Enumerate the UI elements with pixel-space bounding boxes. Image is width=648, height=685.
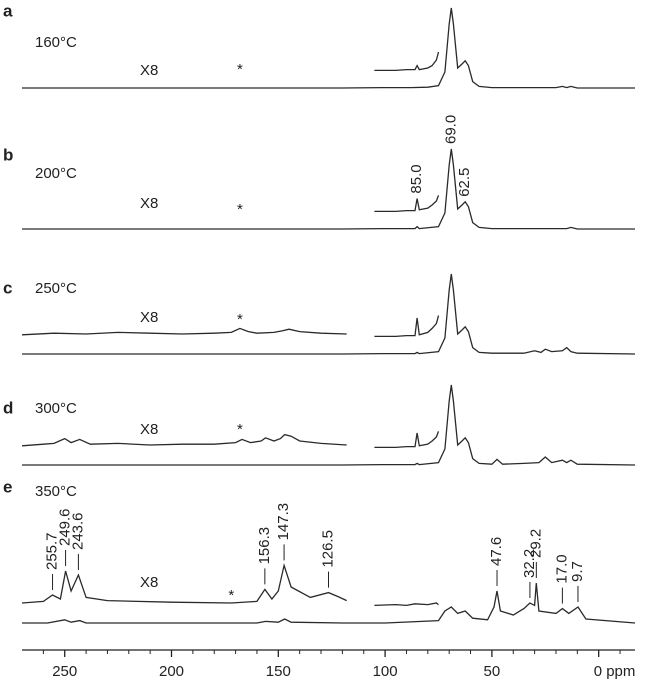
spectrum bbox=[374, 602, 439, 607]
spectrum bbox=[374, 431, 440, 449]
peak-label: 249.6 bbox=[57, 508, 74, 546]
temperature: 350°C bbox=[35, 483, 77, 500]
x-tick-label: 0 ppm bbox=[594, 663, 636, 680]
peak-label: 32.2 bbox=[521, 549, 538, 578]
x-tick-label: 150 bbox=[266, 663, 291, 680]
spectrum bbox=[21, 562, 347, 604]
spectrum bbox=[22, 148, 635, 230]
annotation: * bbox=[237, 61, 243, 78]
peak-label: 85.0 bbox=[408, 164, 425, 193]
x-tick-label: 200 bbox=[159, 663, 184, 680]
panel-letter: e bbox=[3, 477, 12, 496]
spectrum bbox=[21, 433, 347, 447]
spectrum bbox=[22, 582, 636, 624]
scale-label: X8 bbox=[140, 62, 158, 79]
scale-label: X8 bbox=[140, 574, 158, 591]
peak-label: 62.5 bbox=[456, 168, 473, 197]
spectrum bbox=[22, 384, 636, 466]
panel-letter: c bbox=[3, 278, 12, 297]
peak-label: 243.6 bbox=[69, 512, 86, 550]
x-tick-label: 250 bbox=[52, 663, 77, 680]
spectrum bbox=[22, 7, 635, 89]
peak-label: 17.0 bbox=[553, 554, 570, 583]
peak-label: 255.7 bbox=[44, 532, 61, 570]
spectrum bbox=[374, 315, 440, 338]
peak-label: 29.2 bbox=[527, 529, 544, 558]
scale-label: X8 bbox=[140, 195, 158, 212]
panel-letter: b bbox=[3, 145, 13, 164]
annotation: * bbox=[237, 421, 243, 438]
peak-label: 47.6 bbox=[488, 537, 505, 566]
panel-letter: d bbox=[3, 398, 13, 417]
panel-letter: a bbox=[3, 1, 13, 20]
peak-label: 9.7 bbox=[569, 561, 586, 582]
spectrum bbox=[22, 273, 636, 355]
spectrum bbox=[374, 195, 440, 213]
x-tick-label: 50 bbox=[484, 663, 501, 680]
scale-label: X8 bbox=[140, 309, 158, 326]
x-tick-label: 100 bbox=[373, 663, 398, 680]
peak-label: 69.0 bbox=[442, 115, 459, 144]
temperature: 250°C bbox=[35, 280, 77, 297]
temperature: 160°C bbox=[35, 34, 77, 51]
spectrum bbox=[374, 51, 440, 72]
annotation: * bbox=[237, 311, 243, 328]
annotation: * bbox=[237, 201, 243, 218]
temperature: 200°C bbox=[35, 165, 77, 182]
peak-label: 126.5 bbox=[319, 530, 336, 568]
spectrum bbox=[21, 327, 347, 336]
peak-label: 156.3 bbox=[256, 527, 273, 565]
temperature: 300°C bbox=[35, 400, 77, 417]
scale-label: X8 bbox=[140, 421, 158, 438]
peak-label: 147.3 bbox=[275, 503, 292, 541]
annotation: * bbox=[228, 587, 234, 604]
